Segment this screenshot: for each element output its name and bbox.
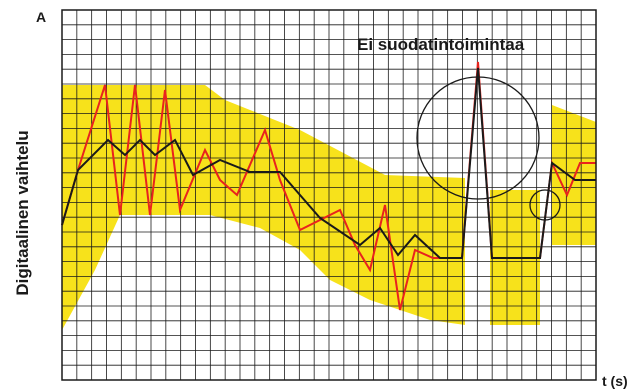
- band-area: [552, 105, 596, 245]
- band-area: [62, 85, 465, 330]
- highlight-circle: [416, 76, 540, 200]
- corner-label: A: [36, 9, 46, 25]
- highlight-circle: [529, 189, 561, 221]
- plot-border: [61, 9, 597, 381]
- filtered-signal: [61, 67, 596, 259]
- annotation: Ei suodatintoimintaa: [357, 35, 525, 54]
- y-axis-label: Digitaalinen vaihtelu: [13, 130, 32, 295]
- x-axis-label: t (s): [602, 373, 628, 389]
